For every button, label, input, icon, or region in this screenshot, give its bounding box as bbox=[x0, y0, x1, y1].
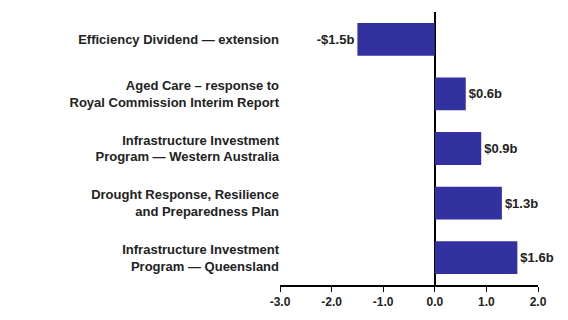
svg-text:2.0: 2.0 bbox=[530, 295, 547, 309]
svg-text:-3.0: -3.0 bbox=[270, 295, 291, 309]
svg-text:Efficiency Dividend — extensio: Efficiency Dividend — extension bbox=[78, 32, 279, 47]
svg-text:Aged Care – response toRoyal C: Aged Care – response toRoyal Commission … bbox=[70, 78, 280, 110]
svg-text:-1.0: -1.0 bbox=[373, 295, 394, 309]
svg-text:1.0: 1.0 bbox=[478, 295, 495, 309]
svg-text:Drought Response, Resiliencean: Drought Response, Resilienceand Prepared… bbox=[91, 187, 279, 219]
svg-text:-$1.5b: -$1.5b bbox=[317, 32, 355, 47]
svg-text:Infrastructure InvestmentProgr: Infrastructure InvestmentProgram — Queen… bbox=[122, 242, 279, 274]
svg-text:0.0: 0.0 bbox=[426, 295, 443, 309]
svg-text:$0.9b: $0.9b bbox=[484, 141, 517, 156]
svg-text:$1.3b: $1.3b bbox=[505, 196, 538, 211]
svg-text:-2.0: -2.0 bbox=[321, 295, 342, 309]
svg-text:Infrastructure InvestmentProgr: Infrastructure InvestmentProgram — Weste… bbox=[96, 133, 280, 165]
svg-text:$0.6b: $0.6b bbox=[469, 86, 502, 101]
svg-text:$1.6b: $1.6b bbox=[520, 250, 553, 265]
